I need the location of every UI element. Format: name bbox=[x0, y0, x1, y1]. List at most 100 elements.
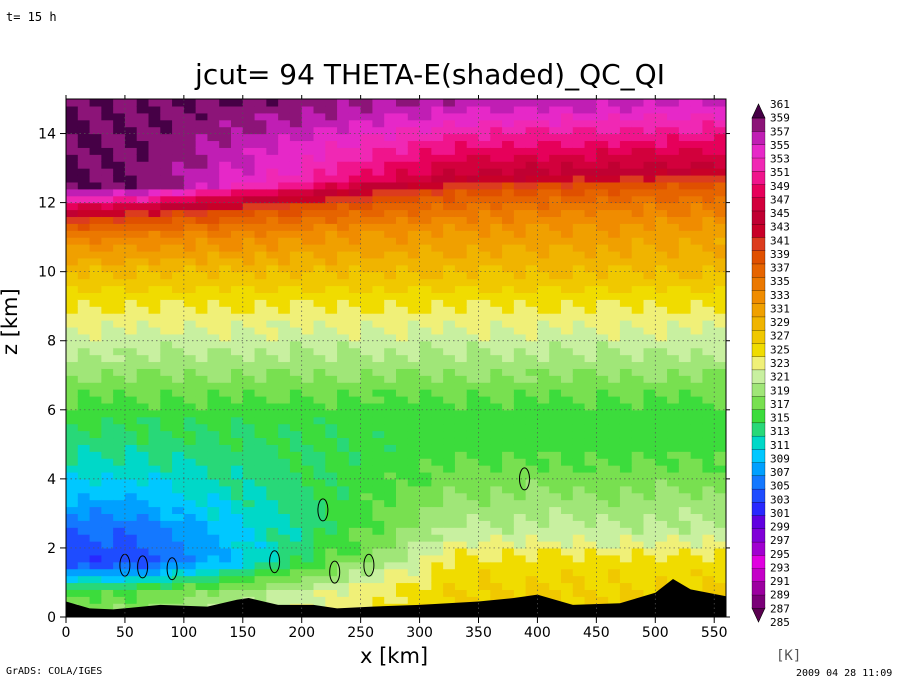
theta-e-cell bbox=[219, 230, 232, 238]
theta-e-cell bbox=[490, 326, 503, 335]
theta-e-cell bbox=[242, 223, 256, 231]
theta-e-cell bbox=[655, 244, 668, 252]
theta-e-cell bbox=[631, 216, 645, 224]
theta-e-cell bbox=[372, 382, 385, 390]
theta-e-cell bbox=[242, 541, 256, 549]
theta-e-cell bbox=[231, 154, 244, 162]
theta-e-cell bbox=[301, 147, 315, 155]
theta-e-cell bbox=[207, 589, 220, 597]
theta-e-cell bbox=[502, 333, 515, 342]
theta-e-cell bbox=[113, 451, 126, 459]
theta-e-cell bbox=[183, 264, 197, 273]
theta-e-cell bbox=[266, 561, 279, 570]
theta-e-cell bbox=[148, 174, 161, 183]
theta-e-cell bbox=[443, 299, 456, 307]
theta-e-cell bbox=[313, 347, 326, 356]
theta-e-cell bbox=[419, 409, 432, 418]
theta-e-cell bbox=[101, 195, 114, 204]
theta-e-cell bbox=[384, 133, 397, 142]
theta-e-cell bbox=[254, 554, 267, 563]
theta-e-cell bbox=[337, 582, 350, 590]
theta-e-cell bbox=[136, 389, 150, 397]
theta-e-cell bbox=[348, 575, 362, 584]
theta-e-cell bbox=[396, 354, 409, 363]
theta-e-cell bbox=[195, 209, 209, 218]
theta-e-cell bbox=[384, 395, 397, 404]
theta-e-cell bbox=[325, 250, 338, 259]
theta-e-cell bbox=[454, 133, 468, 142]
theta-e-cell bbox=[242, 416, 256, 425]
theta-e-cell bbox=[419, 561, 432, 570]
theta-e-cell bbox=[655, 105, 668, 114]
theta-e-cell bbox=[313, 534, 326, 542]
theta-e-cell bbox=[101, 478, 114, 487]
theta-e-cell bbox=[478, 575, 491, 584]
theta-e-cell bbox=[643, 154, 656, 162]
theta-e-cell bbox=[525, 368, 539, 376]
x-tick-label: 100 bbox=[170, 625, 197, 641]
theta-e-cell bbox=[289, 547, 303, 556]
theta-e-cell bbox=[584, 154, 597, 162]
theta-e-cell bbox=[384, 382, 397, 390]
theta-e-cell bbox=[490, 389, 503, 397]
theta-e-cell bbox=[502, 513, 515, 521]
theta-e-cell bbox=[431, 181, 444, 190]
theta-e-cell bbox=[525, 320, 539, 328]
theta-e-cell bbox=[407, 202, 421, 211]
theta-e-cell bbox=[396, 389, 409, 397]
theta-e-cell bbox=[513, 99, 527, 107]
theta-e-cell bbox=[89, 320, 102, 328]
theta-e-cell bbox=[113, 320, 126, 328]
theta-e-cell bbox=[77, 478, 91, 487]
theta-e-cell bbox=[360, 133, 374, 142]
theta-e-cell bbox=[643, 306, 656, 314]
theta-e-cell bbox=[631, 188, 645, 197]
theta-e-cell bbox=[337, 541, 350, 549]
theta-e-cell bbox=[278, 513, 291, 521]
theta-e-cell bbox=[584, 140, 597, 148]
theta-e-cell bbox=[278, 451, 291, 459]
theta-e-cell bbox=[219, 264, 232, 273]
theta-e-cell bbox=[266, 168, 279, 176]
theta-e-cell bbox=[219, 575, 232, 584]
theta-e-cell bbox=[278, 326, 291, 335]
theta-e-cell bbox=[172, 237, 185, 245]
theta-e-cell bbox=[242, 133, 256, 142]
theta-e-cell bbox=[254, 237, 267, 245]
theta-e-cell bbox=[66, 451, 79, 459]
theta-e-cell bbox=[443, 271, 456, 280]
theta-e-cell bbox=[148, 430, 161, 439]
theta-e-cell bbox=[466, 382, 480, 390]
theta-e-cell bbox=[172, 99, 185, 107]
theta-e-cell bbox=[219, 320, 232, 328]
theta-e-cell bbox=[384, 596, 397, 604]
colorbar-label: 323 bbox=[770, 357, 790, 370]
theta-e-cell bbox=[124, 534, 138, 542]
theta-e-cell bbox=[348, 437, 362, 445]
theta-e-cell bbox=[466, 257, 480, 266]
theta-e-cell bbox=[172, 264, 185, 273]
theta-e-cell bbox=[172, 168, 185, 176]
colorbar-swatch bbox=[751, 170, 766, 185]
theta-e-cell bbox=[266, 209, 279, 218]
theta-e-cell bbox=[443, 195, 456, 204]
theta-e-cell bbox=[631, 195, 645, 204]
theta-e-cell bbox=[443, 313, 456, 321]
theta-e-cell bbox=[313, 244, 326, 252]
theta-e-cell bbox=[513, 202, 527, 211]
theta-e-cell bbox=[584, 216, 597, 224]
theta-e-cell bbox=[619, 492, 633, 501]
theta-e-cell bbox=[360, 596, 374, 604]
theta-e-cell bbox=[219, 375, 232, 383]
theta-e-cell bbox=[160, 285, 173, 293]
theta-e-cell bbox=[714, 174, 726, 183]
theta-e-cell bbox=[219, 506, 232, 514]
theta-e-cell bbox=[219, 499, 232, 508]
theta-e-cell bbox=[384, 423, 397, 432]
theta-e-cell bbox=[466, 527, 480, 535]
theta-e-cell bbox=[254, 140, 267, 148]
theta-e-cell bbox=[502, 99, 515, 107]
theta-e-cell bbox=[219, 395, 232, 404]
theta-e-cell bbox=[160, 527, 173, 535]
theta-e-cell bbox=[584, 340, 597, 349]
